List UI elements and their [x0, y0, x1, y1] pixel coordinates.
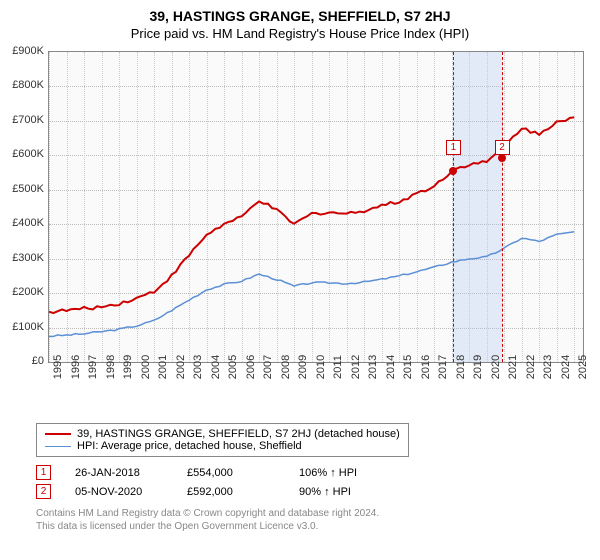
transaction-date: 26-JAN-2018 — [75, 467, 163, 479]
chart-container: 39, HASTINGS GRANGE, SHEFFIELD, S7 2HJ P… — [8, 8, 592, 533]
x-axis-label: 2022 — [525, 355, 537, 379]
x-axis-label: 2016 — [420, 355, 432, 379]
x-axis-label: 2000 — [140, 355, 152, 379]
legend-row: HPI: Average price, detached house, Shef… — [45, 440, 400, 452]
legend-swatch — [45, 446, 71, 447]
legend-row: 39, HASTINGS GRANGE, SHEFFIELD, S7 2HJ (… — [45, 428, 400, 440]
transaction-pct: 90% ↑ HPI — [299, 486, 387, 498]
x-axis-label: 1995 — [52, 355, 64, 379]
legend-label: 39, HASTINGS GRANGE, SHEFFIELD, S7 2HJ (… — [77, 428, 400, 440]
y-axis-label: £200K — [12, 286, 44, 298]
x-axis-label: 2003 — [192, 355, 204, 379]
footer-line: Contains HM Land Registry data © Crown c… — [36, 507, 592, 520]
x-axis-label: 2025 — [577, 355, 589, 379]
x-axis-label: 2009 — [297, 355, 309, 379]
x-axis-label: 2018 — [455, 355, 467, 379]
x-axis-label: 1997 — [87, 355, 99, 379]
attribution-footer: Contains HM Land Registry data © Crown c… — [36, 507, 592, 533]
y-axis-label: £400K — [12, 217, 44, 229]
footer-line: This data is licensed under the Open Gov… — [36, 520, 592, 533]
x-axis-label: 2007 — [262, 355, 274, 379]
x-axis-label: 2004 — [210, 355, 222, 379]
transaction-pct: 106% ↑ HPI — [299, 467, 387, 479]
transaction-row: 1 26-JAN-2018 £554,000 106% ↑ HPI — [36, 463, 592, 482]
x-axis-label: 2024 — [560, 355, 572, 379]
x-axis-label: 2019 — [472, 355, 484, 379]
y-axis-label: £800K — [12, 79, 44, 91]
y-axis-label: £300K — [12, 252, 44, 264]
x-axis-label: 2014 — [385, 355, 397, 379]
transaction-vline — [453, 52, 454, 362]
x-axis-label: 2008 — [280, 355, 292, 379]
chart-title: 39, HASTINGS GRANGE, SHEFFIELD, S7 2HJ — [8, 8, 592, 24]
chart-subtitle: Price paid vs. HM Land Registry's House … — [8, 26, 592, 41]
transaction-vline — [502, 52, 503, 362]
x-axis-label: 2021 — [507, 355, 519, 379]
transaction-price: £592,000 — [187, 486, 275, 498]
x-axis-label: 2013 — [367, 355, 379, 379]
plot-area: 1 2 £0 £100K £200K £300K £400K £500K £600K £700K… — [8, 47, 592, 417]
transaction-dot — [498, 154, 506, 162]
transaction-marker: 1 — [446, 140, 461, 155]
transaction-row-marker: 2 — [36, 484, 51, 499]
transactions-table: 1 26-JAN-2018 £554,000 106% ↑ HPI 2 05-NOV-20… — [36, 463, 592, 501]
x-axis-label: 2012 — [350, 355, 362, 379]
y-axis-label: £500K — [12, 183, 44, 195]
legend-swatch — [45, 433, 71, 435]
x-axis-label: 1998 — [105, 355, 117, 379]
series-line — [49, 232, 574, 337]
x-axis-label: 2020 — [490, 355, 502, 379]
x-axis-label: 2011 — [332, 355, 344, 379]
x-axis-label: 2015 — [402, 355, 414, 379]
x-axis-label: 2001 — [157, 355, 169, 379]
transaction-date: 05-NOV-2020 — [75, 486, 163, 498]
legend-label: HPI: Average price, detached house, Shef… — [77, 440, 302, 452]
series-svg — [49, 52, 583, 362]
y-axis-label: £900K — [12, 45, 44, 57]
legend: 39, HASTINGS GRANGE, SHEFFIELD, S7 2HJ (… — [36, 423, 409, 457]
x-axis-label: 1999 — [122, 355, 134, 379]
transaction-row: 2 05-NOV-2020 £592,000 90% ↑ HPI — [36, 482, 592, 501]
y-axis-label: £600K — [12, 148, 44, 160]
x-axis-label: 2002 — [175, 355, 187, 379]
y-axis-label: £100K — [12, 321, 44, 333]
y-axis-label: £0 — [32, 355, 44, 367]
transaction-price: £554,000 — [187, 467, 275, 479]
x-axis-label: 2023 — [542, 355, 554, 379]
x-axis-label: 2006 — [245, 355, 257, 379]
transaction-dot — [449, 167, 457, 175]
x-axis-label: 1996 — [70, 355, 82, 379]
y-axis-label: £700K — [12, 114, 44, 126]
transaction-marker: 2 — [495, 140, 510, 155]
x-axis-label: 2010 — [315, 355, 327, 379]
x-axis-label: 2005 — [227, 355, 239, 379]
transaction-row-marker: 1 — [36, 465, 51, 480]
x-axis-label: 2017 — [437, 355, 449, 379]
